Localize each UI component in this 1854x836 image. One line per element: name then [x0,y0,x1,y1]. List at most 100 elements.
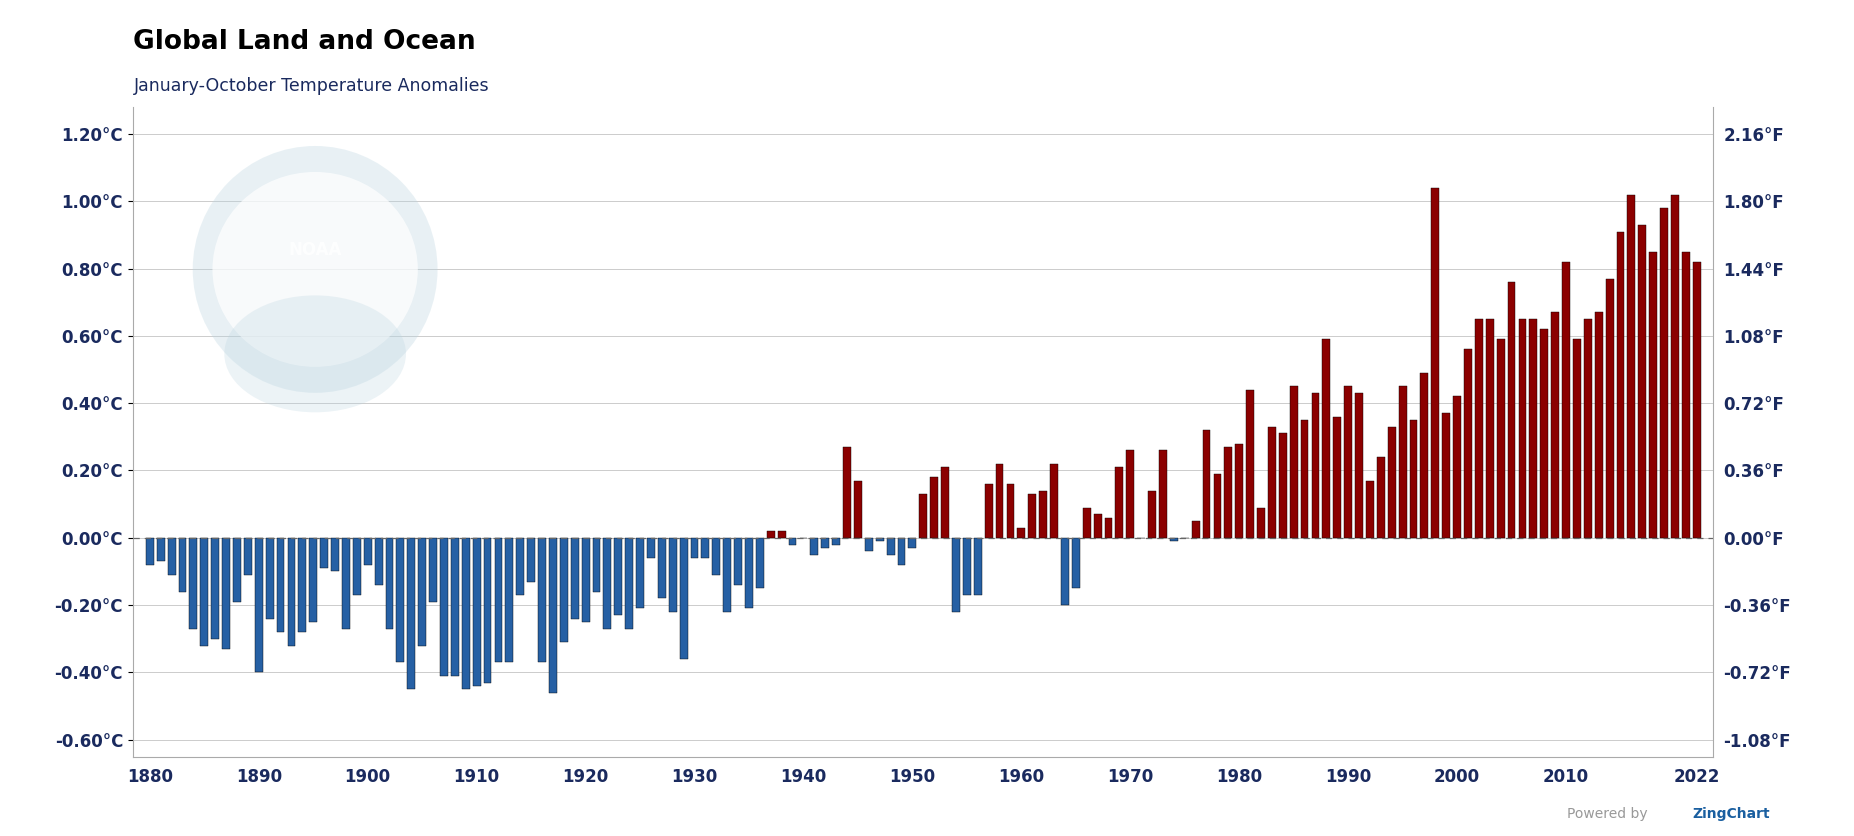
Bar [821,538,829,548]
Bar [1214,474,1222,538]
Bar [962,538,971,595]
Bar [832,538,840,544]
Bar [245,538,252,575]
Bar [560,538,567,642]
Bar [1224,447,1233,538]
Bar [723,538,730,612]
Bar [1650,252,1657,538]
Bar [375,538,382,585]
Bar [451,538,458,675]
Bar [158,538,165,561]
Bar [1116,467,1124,538]
Bar [777,531,786,538]
Bar [1127,451,1135,538]
Bar [1083,507,1090,538]
Bar [984,484,992,538]
Bar [1693,262,1700,538]
Bar [332,538,339,572]
Bar [614,538,623,615]
Bar [1431,188,1439,538]
Bar [1302,420,1309,538]
Bar [1583,319,1593,538]
Bar [386,538,393,629]
Bar [931,477,938,538]
Bar [1563,262,1570,538]
Bar [1170,538,1177,541]
Bar [1029,494,1036,538]
Bar [298,538,306,632]
Bar [1496,339,1505,538]
Bar [341,538,350,629]
Bar [866,538,873,551]
Bar [1257,507,1264,538]
Bar [167,538,176,575]
Bar [734,538,742,585]
Bar [625,538,632,629]
Bar [1268,426,1276,538]
Bar [647,538,654,558]
Bar [844,447,851,538]
Bar [1322,339,1331,538]
Bar [875,538,884,541]
Bar [419,538,426,645]
Bar [886,538,894,554]
Bar [701,538,710,558]
Bar [254,538,263,672]
Bar [439,538,449,675]
Bar [222,538,230,649]
Bar [428,538,438,602]
Bar [603,538,612,629]
Bar [310,538,317,622]
Bar [942,467,949,538]
Bar [265,538,274,619]
Bar [1552,313,1559,538]
Bar [1279,434,1287,538]
Bar [495,538,502,662]
Bar [408,538,415,689]
Bar [352,538,362,595]
Bar [1094,514,1101,538]
Bar [1572,339,1581,538]
Bar [321,538,328,568]
Bar [810,538,818,554]
Bar [973,538,981,595]
Bar [1541,329,1548,538]
Bar [1049,464,1059,538]
Bar [1454,396,1461,538]
Bar [1420,373,1428,538]
Bar [1530,319,1537,538]
Bar [1246,390,1253,538]
Bar [745,538,753,609]
Bar [1485,319,1494,538]
Bar [1344,386,1352,538]
Bar [1203,430,1211,538]
Bar [1670,195,1680,538]
Bar [1682,252,1689,538]
Text: ZingChart: ZingChart [1693,807,1771,821]
Bar [1659,208,1669,538]
Bar [1105,517,1112,538]
Bar [276,538,284,632]
Bar [712,538,719,575]
Bar [855,481,862,538]
Bar [908,538,916,548]
Bar [549,538,556,693]
Bar [571,538,578,619]
Bar [146,538,154,565]
Bar [234,538,241,602]
Bar [1442,413,1450,538]
Bar [1378,457,1385,538]
Bar [1235,444,1244,538]
Bar [1148,491,1157,538]
Bar [669,538,677,612]
Bar [920,494,927,538]
Text: January-October Temperature Anomalies: January-October Temperature Anomalies [133,77,489,95]
Bar [462,538,469,689]
Bar [768,531,775,538]
Bar [1465,349,1472,538]
Bar [506,538,514,662]
Bar [397,538,404,662]
Bar [178,538,187,592]
Bar [658,538,666,599]
Bar [1476,319,1483,538]
